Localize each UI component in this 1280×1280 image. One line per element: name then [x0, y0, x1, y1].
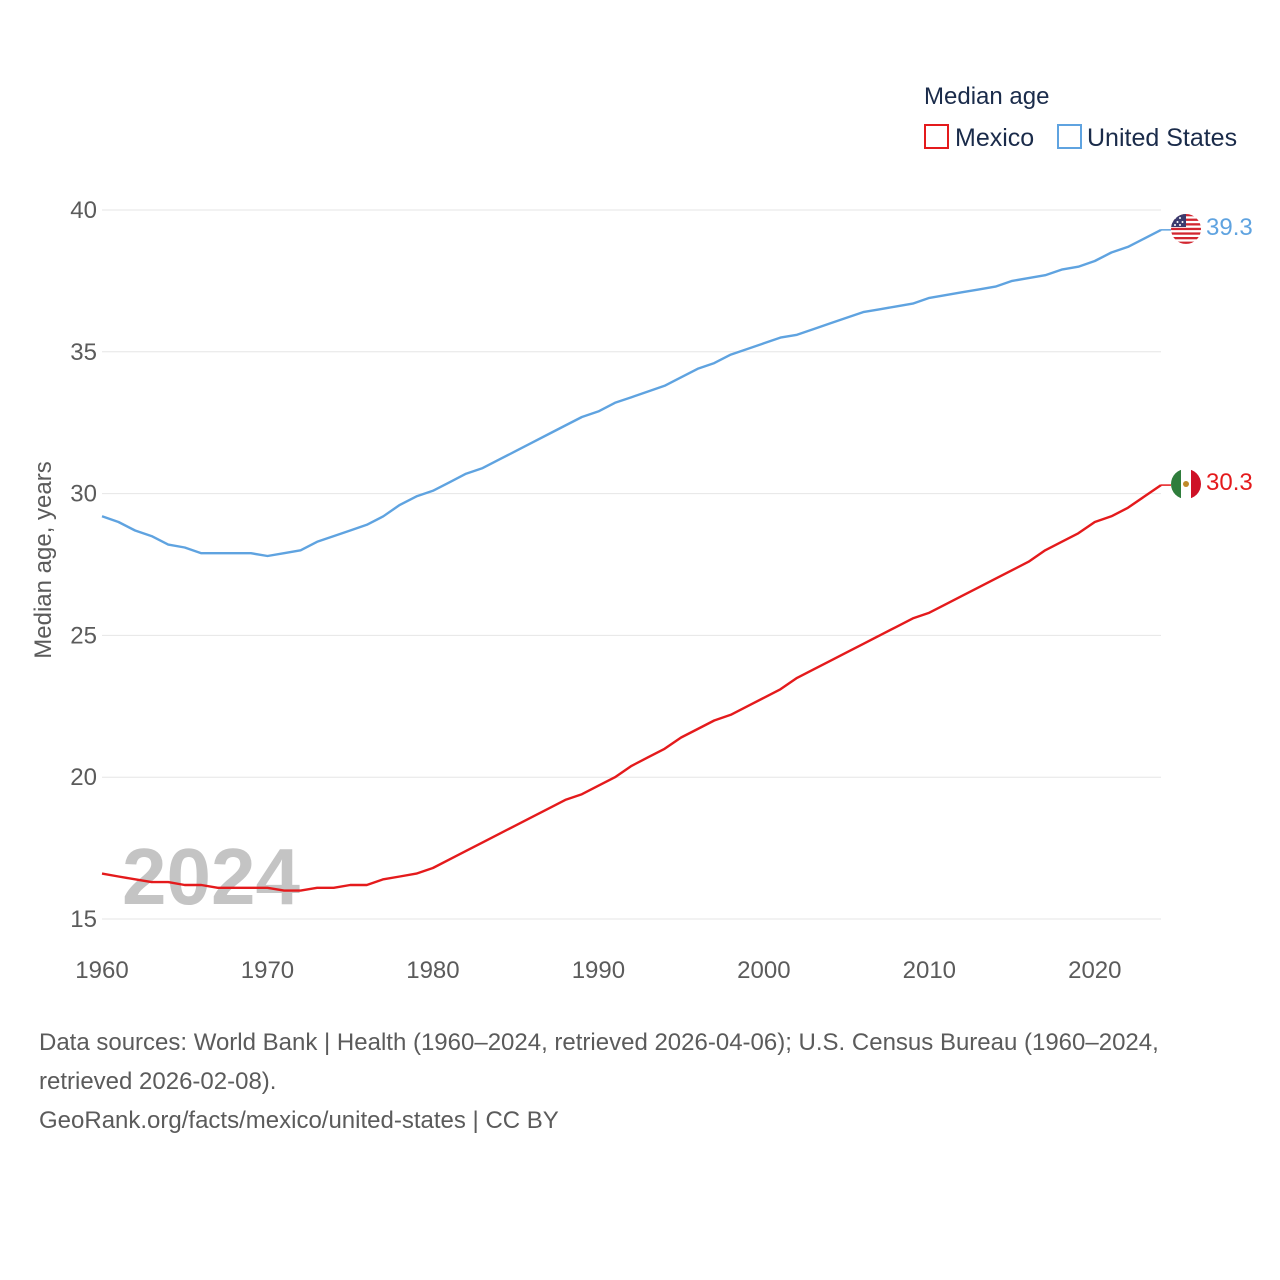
y-tick-label-20: 20	[70, 764, 97, 791]
legend-title: Median age	[924, 83, 1049, 110]
y-axis-title: Median age, years	[30, 461, 57, 658]
series-lines	[101, 228, 1171, 892]
y-tick-label-35: 35	[70, 339, 97, 366]
y-tick-label-25: 25	[70, 622, 97, 649]
legend-label-mexico[interactable]: Mexico	[955, 124, 1034, 152]
y-tick-label-15: 15	[70, 906, 97, 933]
x-tick-label-2000: 2000	[737, 957, 790, 984]
x-tick-label-2010: 2010	[903, 957, 956, 984]
footer: Data sources: World Bank | Health (1960–…	[39, 1029, 1159, 1134]
legend-swatch-mexico[interactable]	[924, 124, 949, 149]
x-axis-ticks: 1960 1970 1980 1990 2000 2010 2020	[75, 957, 1121, 984]
legend-label-united-states[interactable]: United States	[1087, 124, 1237, 152]
legend-swatch-united-states[interactable]	[1057, 124, 1082, 149]
year-watermark: 2024	[122, 832, 300, 921]
end-label-mexico: 30.3	[1206, 469, 1253, 496]
mexico-flag-icon	[1171, 469, 1201, 499]
y-tick-label-40: 40	[70, 197, 97, 224]
gridlines	[102, 209, 1161, 920]
y-tick-label-30: 30	[70, 481, 97, 508]
y-axis-ticks: 15 20 25 30 35 40	[70, 197, 97, 933]
united-states-flag-icon	[1171, 214, 1201, 244]
data-sources-line-1: Data sources: World Bank | Health (1960–…	[39, 1029, 1159, 1056]
data-sources-line-2: retrieved 2026-02-08).	[39, 1068, 276, 1095]
x-tick-label-1960: 1960	[75, 957, 128, 984]
series-line-united-states[interactable]	[101, 228, 1162, 558]
attribution-link[interactable]: GeoRank.org/facts/mexico/united-states |…	[39, 1107, 559, 1134]
x-tick-label-1990: 1990	[572, 957, 625, 984]
x-tick-label-2020: 2020	[1068, 957, 1121, 984]
x-tick-label-1980: 1980	[406, 957, 459, 984]
x-tick-label-1970: 1970	[241, 957, 294, 984]
series-line-mexico[interactable]	[101, 484, 1162, 892]
legend: Median age Mexico United States	[924, 83, 1237, 152]
end-label-united-states: 39.3	[1206, 214, 1253, 241]
